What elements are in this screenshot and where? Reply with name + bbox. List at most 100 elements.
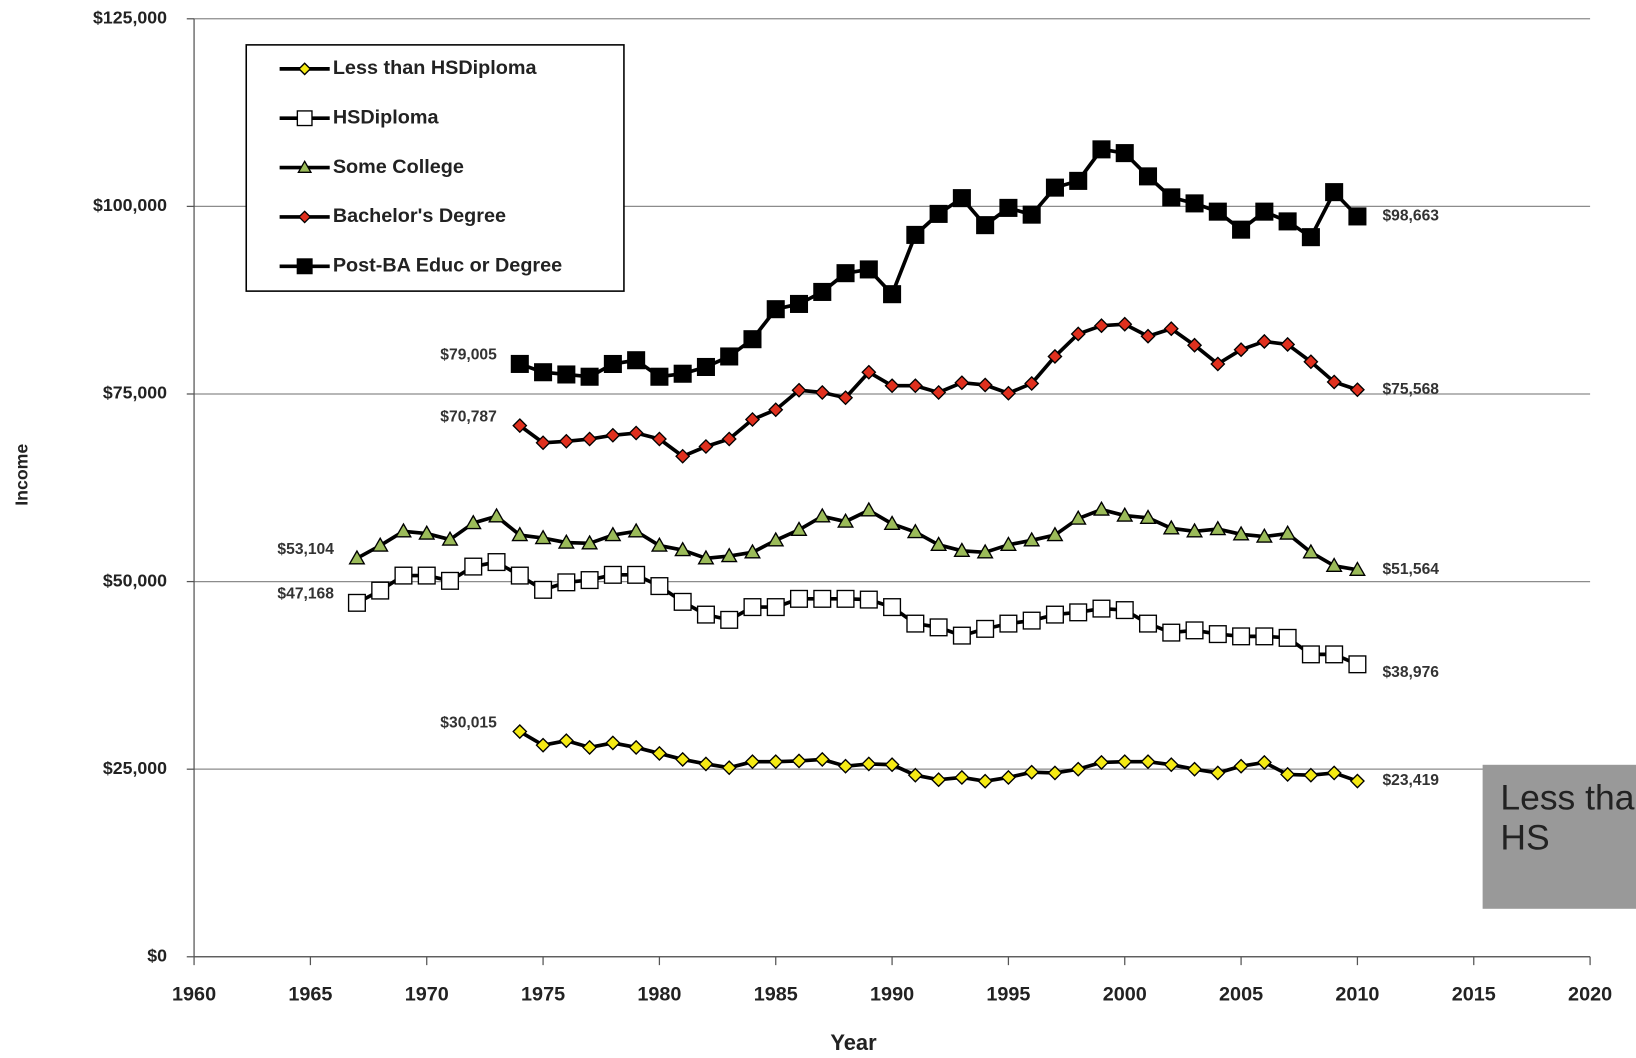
data-point <box>1116 506 1134 522</box>
series-line <box>356 507 1358 572</box>
data-point <box>675 751 691 767</box>
value-label: $51,564 <box>1382 561 1439 578</box>
data-point <box>1325 557 1343 572</box>
data-point <box>1348 655 1367 674</box>
data-point <box>627 522 645 538</box>
data-point <box>1301 645 1320 664</box>
data-point <box>1185 194 1204 213</box>
value-label: $30,015 <box>440 714 497 731</box>
data-point <box>371 581 390 600</box>
data-point <box>534 580 553 599</box>
data-point <box>789 294 809 313</box>
data-point <box>696 357 715 376</box>
legend-marker <box>298 210 312 224</box>
data-point <box>1303 767 1319 783</box>
data-point <box>512 724 528 740</box>
data-point <box>860 501 878 517</box>
data-point <box>906 523 924 539</box>
data-point <box>1162 623 1181 642</box>
value-label: $98,663 <box>1382 208 1439 225</box>
data-point <box>1255 202 1274 221</box>
data-point <box>836 264 855 283</box>
data-point <box>884 757 900 773</box>
data-point <box>884 378 900 394</box>
value-label: $75,568 <box>1382 381 1439 398</box>
data-point <box>1280 766 1296 782</box>
data-point <box>535 737 551 753</box>
data-point <box>1349 382 1365 398</box>
legend-label: Some College <box>333 156 464 178</box>
legend-label: Bachelor's Degree <box>333 205 506 227</box>
data-point <box>394 566 413 585</box>
x-tick-label: 1965 <box>288 984 332 1006</box>
data-point <box>907 767 923 783</box>
data-point <box>1024 764 1040 780</box>
y-tick-label: $100,000 <box>93 195 167 215</box>
data-point <box>766 300 785 319</box>
series-line <box>356 560 1359 666</box>
data-point <box>720 610 739 629</box>
data-point <box>535 435 551 451</box>
data-point <box>558 433 574 449</box>
data-point <box>977 377 993 393</box>
data-point <box>954 375 970 391</box>
data-point <box>1326 374 1342 390</box>
data-point <box>1115 144 1134 163</box>
data-point <box>1187 761 1203 777</box>
data-point <box>1022 205 1041 224</box>
data-point <box>650 536 668 552</box>
data-point <box>859 260 878 279</box>
data-point <box>744 411 761 428</box>
data-point <box>674 541 692 557</box>
data-point <box>1045 178 1064 197</box>
data-point <box>1163 321 1179 337</box>
y-tick-label: $125,000 <box>93 7 167 27</box>
data-point <box>1302 543 1320 559</box>
data-point <box>1069 509 1087 525</box>
x-tick-label: 2010 <box>1335 984 1379 1006</box>
value-label: $53,104 <box>277 541 334 558</box>
data-point <box>929 204 948 223</box>
data-point <box>1117 316 1133 332</box>
y-tick-label: $75,000 <box>103 383 167 403</box>
axes: $0 $25,000 $50,000 $75,000 $100,000 $125,000 1… <box>93 7 1612 1005</box>
data-point <box>1024 375 1040 392</box>
data-point <box>581 534 599 550</box>
data-point <box>743 330 762 349</box>
series: $53,104 $51,564 <box>277 500 1439 578</box>
data-point <box>721 760 737 776</box>
data-point <box>1022 611 1041 630</box>
legend-label: Less than HSDiploma <box>333 57 538 79</box>
data-point <box>1047 765 1063 781</box>
series: $47,168 $38,976 <box>277 553 1439 681</box>
data-point <box>673 364 692 383</box>
data-point <box>1046 526 1064 542</box>
data-point <box>603 354 622 373</box>
data-point <box>464 557 483 576</box>
data-point <box>510 566 529 585</box>
data-point <box>697 549 715 565</box>
y-axis-label: Income <box>12 444 32 506</box>
data-point <box>512 418 528 434</box>
data-point <box>1162 188 1181 207</box>
chart-body: $0 $25,000 $50,000 $75,000 $100,000 $125,000 1… <box>12 7 1636 1055</box>
data-point <box>1349 773 1365 789</box>
x-tick-label: 2000 <box>1103 984 1147 1006</box>
data-point <box>1325 645 1344 664</box>
data-point <box>1326 765 1342 781</box>
data-point <box>1023 531 1041 547</box>
data-point <box>511 526 529 542</box>
value-label: $47,168 <box>277 586 334 603</box>
data-point <box>929 618 948 637</box>
data-point <box>906 225 925 244</box>
data-point <box>861 364 877 380</box>
data-point <box>1278 628 1297 647</box>
data-point <box>1069 171 1088 190</box>
data-point <box>789 589 809 608</box>
data-point <box>651 431 667 447</box>
x-tick-label: 1960 <box>172 984 216 1006</box>
data-point <box>1233 342 1249 358</box>
data-point <box>347 593 366 612</box>
data-point <box>999 198 1018 217</box>
data-point <box>580 571 599 590</box>
